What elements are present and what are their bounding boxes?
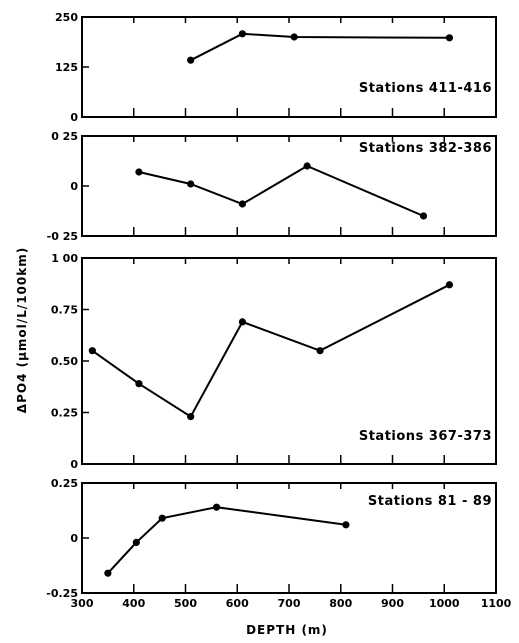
data-point	[238, 318, 247, 326]
x-tick-label: 600	[226, 597, 249, 610]
y-tick-label: -0 25	[47, 230, 78, 243]
data-point	[445, 34, 454, 42]
y-tick-label: 0	[70, 532, 78, 545]
y-tick-label: 0	[70, 458, 78, 471]
y-tick-label: 0	[70, 111, 78, 124]
y-tick-label: 1 00	[51, 252, 78, 265]
y-tick-label: 125	[55, 61, 78, 74]
y-axis-title: ΔPO4 (μmol/L/100km)	[15, 247, 29, 413]
y-tick-label: 0.25	[51, 477, 78, 490]
data-point	[419, 212, 428, 220]
data-point	[187, 180, 195, 188]
data-point	[303, 162, 311, 170]
y-tick-label: 250	[55, 11, 78, 24]
x-tick-label: 500	[174, 597, 197, 610]
x-tick-label: 900	[381, 597, 404, 610]
x-axis-title: DEPTH (m)	[246, 623, 328, 637]
y-tick-label: 0.25	[51, 407, 78, 420]
station-label: Stations 81 - 89	[368, 494, 492, 509]
series-line	[138, 164, 424, 217]
data-point	[187, 413, 195, 421]
data-point	[316, 347, 324, 355]
x-tick-label: 400	[122, 597, 145, 610]
y-tick-label: 0.50	[51, 355, 78, 368]
y-tick-label: 0 25	[51, 130, 78, 143]
data-point	[104, 569, 112, 577]
x-tick-label: 1100	[481, 597, 512, 610]
data-point	[212, 503, 221, 511]
y-tick-label: 0	[70, 180, 78, 193]
series-line	[190, 32, 450, 62]
data-point	[135, 380, 143, 388]
x-tick-label: 1000	[429, 597, 460, 610]
station-label: Stations 367-373	[359, 429, 492, 444]
data-point	[135, 168, 143, 176]
data-point	[238, 30, 247, 38]
series-line	[107, 506, 347, 574]
station-label: Stations 411-416	[359, 81, 492, 96]
data-point	[187, 56, 195, 64]
data-point	[132, 538, 140, 547]
station-label: Stations 382-386	[359, 141, 492, 156]
y-tick-label: -0.25	[46, 587, 78, 600]
x-tick-label: 300	[71, 597, 94, 610]
panel-frame	[81, 16, 497, 118]
data-point	[290, 33, 298, 41]
data-point	[88, 347, 96, 355]
data-point	[158, 514, 166, 522]
series-line	[91, 283, 450, 419]
x-tick-label: 700	[278, 597, 301, 610]
data-point	[238, 200, 247, 208]
x-tick-label: 800	[329, 597, 352, 610]
data-point	[445, 281, 454, 289]
y-tick-label: 0.75	[51, 304, 78, 317]
data-point	[342, 521, 350, 529]
